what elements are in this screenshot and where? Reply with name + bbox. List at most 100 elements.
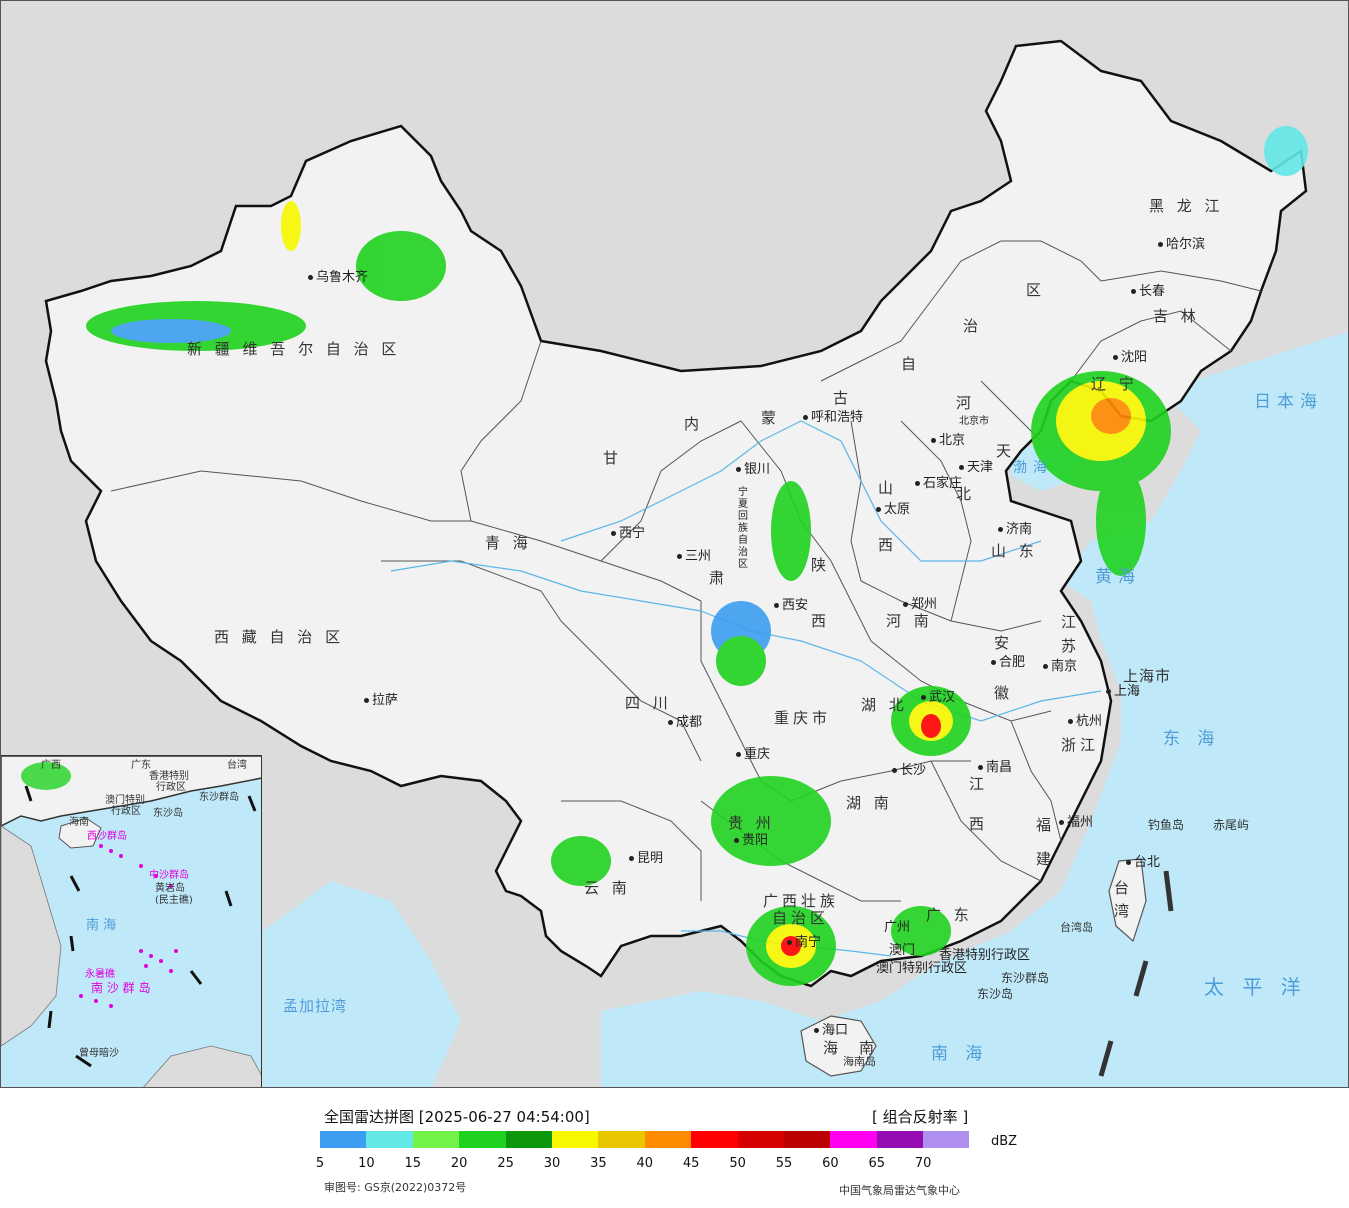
bay-of-bengal xyxy=(263,881,461,1087)
label-hainan-2: 南 xyxy=(859,1039,879,1057)
label-shanxi-2: 西 xyxy=(878,536,898,554)
sea-nanhai: 南 海 xyxy=(931,1044,989,1064)
city-nanjing: 南京 xyxy=(1043,660,1077,673)
label-chiwei: 赤尾屿 xyxy=(1213,818,1250,832)
inset-label-guangdong: 广东 xyxy=(131,760,151,771)
inset-label-huangyan: 黄岩岛 xyxy=(155,883,185,894)
label-hainan: 海 xyxy=(823,1039,843,1057)
label-neimeng-1: 内 xyxy=(684,415,704,433)
inset-label-hk: 香港特别 xyxy=(149,771,189,782)
label-jiangxi: 江 xyxy=(969,775,989,793)
label-hebei: 河 xyxy=(956,394,976,412)
pacific-sea xyxy=(601,331,1348,1087)
label-taiwan-island: 台湾岛 xyxy=(1060,921,1093,934)
city-nanning: 南宁 xyxy=(787,936,821,949)
label-tianjin: 天 xyxy=(996,442,1016,460)
scale-tick-label: 65 xyxy=(868,1156,886,1171)
inset-label-zengmu: 曾母暗沙 xyxy=(79,1048,119,1059)
inset-label-macau: 澳门特别 xyxy=(105,795,145,806)
city-tianjin: 天津 xyxy=(959,461,993,474)
city-haikou: 海口 xyxy=(814,1024,848,1037)
sea-mengjiala: 孟加拉湾 xyxy=(283,997,348,1015)
city-guangzhou: 广州 xyxy=(884,920,911,935)
city-nanchang: 南昌 xyxy=(978,761,1012,774)
scale-tick-label: 10 xyxy=(358,1156,375,1171)
label-fujian: 福 xyxy=(1036,816,1056,834)
radar-echoes xyxy=(86,126,1308,986)
inset-hainan xyxy=(58,817,102,849)
label-jiangxi-2: 西 xyxy=(969,815,989,833)
scale-swatch xyxy=(412,1131,460,1148)
label-anhui-2: 徽 xyxy=(994,684,1014,702)
scale-swatch xyxy=(598,1131,645,1148)
city-beijing: 北京 xyxy=(931,434,965,447)
city-lanzhou: 三州 xyxy=(677,550,711,563)
inset-islands xyxy=(79,844,178,1008)
color-scale-bar xyxy=(320,1131,970,1148)
label-henan: 河 南 xyxy=(886,612,933,630)
label-dongsha-dao: 东沙岛 xyxy=(977,987,1014,1001)
inset-canvas xyxy=(1,756,261,1087)
south-china-sea-inset: 香港特别 行政区 澳门特别 行政区 东沙群岛 东沙岛 台湾 海南 西沙群岛 中沙… xyxy=(1,755,262,1087)
city-shanghai: 上海 xyxy=(1106,685,1140,698)
label-ningxia: 宁夏回族自治区 xyxy=(738,487,748,570)
city-yinchuan: 银川 xyxy=(736,463,770,476)
label-gansu: 甘 xyxy=(603,449,623,467)
city-wuhan: 武汉 xyxy=(921,691,955,704)
label-hunan: 湖 南 xyxy=(846,794,893,812)
label-jiangsu: 江 xyxy=(1061,613,1081,631)
inset-echo xyxy=(21,762,71,790)
inset-borneo xyxy=(143,1045,261,1087)
city-changchun: 长春 xyxy=(1131,285,1165,298)
city-hefei: 合肥 xyxy=(991,656,1025,669)
scale-swatch xyxy=(459,1131,506,1148)
inset-label-guangxi: 广西 xyxy=(41,760,61,771)
inset-label-xisha: 西沙群岛 xyxy=(87,831,127,842)
inset-label-hk-2: 行政区 xyxy=(156,782,186,793)
label-jilin: 吉 林 xyxy=(1153,307,1200,325)
credit-text: 中国气象局雷达气象中心 xyxy=(839,1184,960,1197)
label-diaoyu: 钓鱼岛 xyxy=(1148,818,1185,832)
scale-tick-label: 25 xyxy=(497,1156,514,1171)
label-hubei: 湖 北 xyxy=(861,696,908,714)
city-zhengzhou: 郑州 xyxy=(903,598,937,611)
label-hainan-island: 海南岛 xyxy=(843,1055,876,1068)
city-chongqing: 重庆 xyxy=(736,748,770,761)
label-zhejiang: 浙江 xyxy=(1061,736,1100,754)
label-neimeng-3: 古 xyxy=(833,389,853,407)
label-xinjiang: 新 疆 维 吾 尔 自 治 区 xyxy=(187,340,401,358)
scale-tick-label: 20 xyxy=(450,1156,468,1171)
scale-swatch xyxy=(551,1131,599,1148)
label-neimeng-4: 自 xyxy=(901,355,921,373)
inset-label-dongsha-2: 东沙岛 xyxy=(153,808,183,819)
label-gansu-2: 肃 xyxy=(709,569,729,587)
city-lhasa: 拉萨 xyxy=(364,694,398,707)
inset-label-macau-2: 行政区 xyxy=(111,806,141,817)
city-taibei: 台北 xyxy=(1126,856,1160,869)
approval-number: 审图号: GS京(2022)0372号 xyxy=(324,1181,467,1194)
sea-bohai: 渤海 xyxy=(1013,460,1053,476)
label-liaoning: 辽 宁 xyxy=(1091,375,1138,393)
label-neimeng-2: 蒙 xyxy=(761,409,781,427)
city-jinan: 济南 xyxy=(998,523,1032,536)
city-hangzhou: 杭州 xyxy=(1068,715,1102,728)
inset-label-dongsha: 东沙群岛 xyxy=(199,792,239,803)
inset-label-zhongsha: 中沙群岛 xyxy=(149,870,189,881)
scale-swatch xyxy=(783,1131,831,1148)
sea-taipingyang: 太 平 洋 xyxy=(1204,975,1307,999)
scale-tick-label: 5 xyxy=(315,1156,325,1171)
city-fuzhou: 福州 xyxy=(1059,816,1093,829)
unit-label: dBZ xyxy=(991,1134,1018,1149)
label-guangdong: 广 东 xyxy=(926,906,973,924)
scale-swatch xyxy=(320,1131,367,1148)
inset-label-minzhu: (民主礁) xyxy=(155,895,193,906)
map-title: 全国雷达拼图 [2025-06-27 04:54:00] xyxy=(324,1108,590,1126)
label-heilongjiang: 黑 龙 江 xyxy=(1149,197,1224,215)
inset-label-nansha: 南 沙 群 岛 xyxy=(91,981,151,995)
dashed-boundary xyxy=(1098,870,1174,1077)
inset-label-nanhai: 南 海 xyxy=(86,918,117,933)
label-guangxi: 广西壮族 xyxy=(763,892,840,910)
scale-swatch xyxy=(830,1131,877,1148)
label-yunnan: 云 南 xyxy=(584,879,631,897)
label-jiangsu-2: 苏 xyxy=(1061,637,1081,655)
